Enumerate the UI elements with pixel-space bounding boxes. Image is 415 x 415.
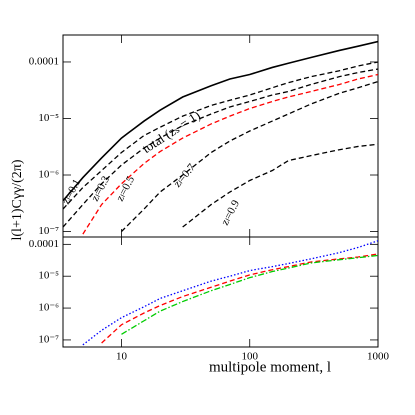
y-tick-label: 10⁻⁶ bbox=[38, 169, 59, 181]
series-line bbox=[82, 240, 378, 346]
x-tick-label: 100 bbox=[241, 351, 258, 363]
x-tick-label: 1000 bbox=[367, 351, 390, 363]
y-tick-label: 10⁻⁷ bbox=[38, 225, 59, 237]
plot-frame bbox=[62, 34, 379, 238]
x-axis-label: multipole moment, l bbox=[209, 359, 331, 375]
series-group bbox=[82, 240, 378, 346]
y-tick-label: 10⁻⁵ bbox=[38, 112, 59, 124]
y-tick-label: 0.0001 bbox=[29, 238, 59, 250]
series-line bbox=[63, 68, 378, 228]
y-tick-label: 10⁻⁷ bbox=[38, 333, 59, 345]
series-group bbox=[63, 40, 378, 235]
series-line bbox=[101, 253, 378, 344]
plot-frame bbox=[62, 236, 379, 348]
series-line bbox=[121, 80, 378, 232]
y-tick-label: 10⁻⁶ bbox=[38, 302, 59, 314]
series-line bbox=[63, 61, 378, 210]
series-line bbox=[63, 40, 378, 202]
series-line bbox=[82, 73, 378, 235]
y-axis-label: l(l+1)Cγγ/(2π) bbox=[10, 159, 25, 240]
series-line bbox=[182, 143, 378, 228]
series-line bbox=[121, 254, 378, 335]
x-tick-label: 10 bbox=[116, 351, 128, 363]
y-tick-label: 10⁻⁵ bbox=[38, 270, 59, 282]
annotation: total (zₛ = 1) bbox=[139, 107, 202, 156]
annotation: zₗ=0.9 bbox=[219, 198, 242, 228]
y-tick-label: 0.0001 bbox=[29, 55, 59, 67]
